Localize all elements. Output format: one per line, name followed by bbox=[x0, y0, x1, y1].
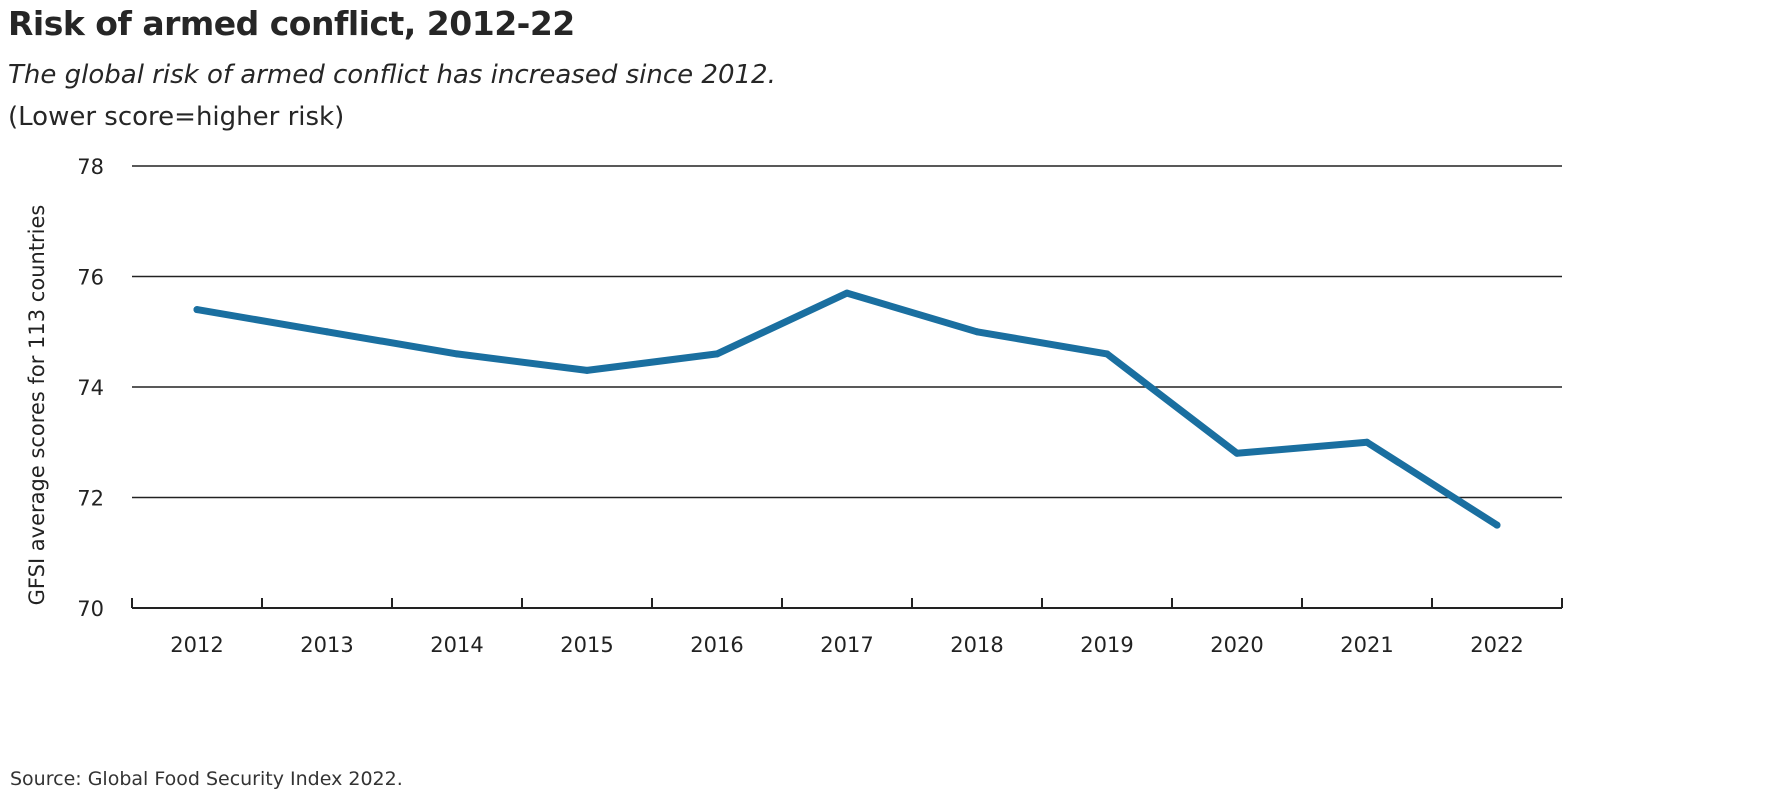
chart-note: (Lower score=higher risk) bbox=[8, 102, 345, 132]
x-tick-label: 2019 bbox=[1080, 633, 1133, 657]
data-point bbox=[323, 328, 331, 336]
data-point bbox=[1103, 350, 1111, 358]
y-tick-label: 72 bbox=[77, 487, 104, 511]
x-tick-label: 2013 bbox=[300, 633, 353, 657]
x-tick-label: 2016 bbox=[690, 633, 743, 657]
chart-title: Risk of armed conflict, 2012-22 bbox=[8, 4, 575, 43]
series-group bbox=[193, 289, 1501, 529]
chart-subtitle: The global risk of armed conflict has in… bbox=[8, 60, 776, 90]
y-axis-label: GFSI average scores for 113 countries bbox=[25, 205, 49, 606]
x-tick-label: 2018 bbox=[950, 633, 1003, 657]
series-line bbox=[193, 289, 1501, 529]
data-point bbox=[1493, 521, 1501, 529]
source-note: Source: Global Food Security Index 2022. bbox=[10, 768, 403, 790]
data-point bbox=[583, 366, 591, 374]
x-axis bbox=[131, 598, 1563, 609]
x-tick-label: 2022 bbox=[1470, 633, 1523, 657]
x-tick-label: 2017 bbox=[820, 633, 873, 657]
x-tick-label: 2021 bbox=[1340, 633, 1393, 657]
data-point bbox=[713, 350, 721, 358]
data-point bbox=[1233, 449, 1241, 457]
x-tick-label: 2015 bbox=[560, 633, 613, 657]
data-point bbox=[193, 306, 201, 314]
y-tick-label: 76 bbox=[77, 266, 104, 290]
grid-lines bbox=[132, 165, 1562, 499]
y-tick-labels: 70 72 74 76 78 bbox=[77, 155, 104, 621]
x-tick-label: 2014 bbox=[430, 633, 483, 657]
y-tick-label: 78 bbox=[77, 155, 104, 179]
data-point bbox=[973, 328, 981, 336]
data-point bbox=[843, 289, 851, 297]
x-tick-label: 2020 bbox=[1210, 633, 1263, 657]
x-tick-labels: 2012 2013 2014 2015 2016 2017 2018 2019 2020 2021… bbox=[170, 633, 1523, 657]
y-tick-label: 70 bbox=[77, 597, 104, 621]
x-tick-label: 2012 bbox=[170, 633, 223, 657]
y-tick-label: 74 bbox=[77, 376, 104, 400]
data-point bbox=[1363, 438, 1371, 446]
data-point bbox=[453, 350, 461, 358]
